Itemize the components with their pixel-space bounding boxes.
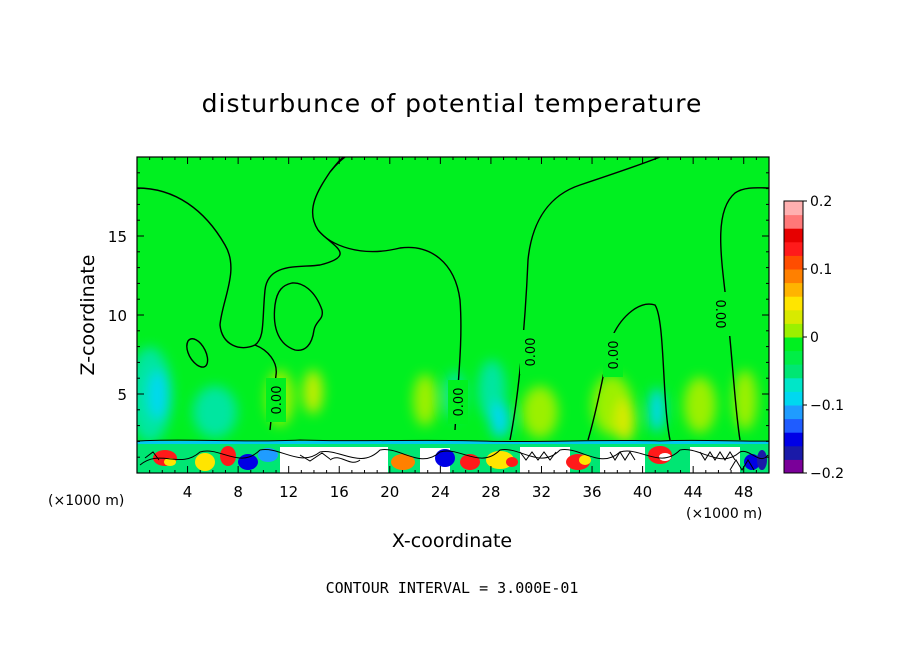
x-tick-label: 40: [633, 483, 652, 501]
contour-labels: 0.00 0.00 0.00 0.00 0.00: [266, 292, 733, 424]
colorbar-swatch: [784, 309, 803, 324]
colorbar-swatch: [784, 418, 803, 433]
x-tick-label: 48: [734, 483, 753, 501]
y-tick-labels: 5 10 15: [108, 228, 127, 404]
x-tick-label: 16: [330, 483, 349, 501]
x-unit-right: (×1000 m): [686, 506, 762, 522]
y-axis-label: Z-coordinate: [77, 255, 99, 376]
x-tick-label: 4: [183, 483, 193, 501]
colorbar-swatch: [784, 228, 803, 243]
colorbar-swatch: [784, 323, 803, 338]
colorbar-swatch: [784, 241, 803, 256]
x-tick-label: 32: [532, 483, 551, 501]
colorbar-swatch: [784, 377, 803, 392]
contour-label-2: 0.00: [452, 388, 467, 417]
y-tick-label: 15: [108, 228, 127, 246]
colorbar-swatch: [784, 269, 803, 284]
colorbar: [784, 201, 803, 474]
colorbar-swatch: [784, 214, 803, 229]
colorbar-tick-label: 0: [810, 330, 819, 346]
colorbar-swatch: [784, 350, 803, 365]
colorbar-swatch: [784, 282, 803, 297]
x-tick-label: 12: [279, 483, 298, 501]
x-axis-label: X-coordinate: [392, 530, 512, 552]
axis-ticks: [137, 157, 769, 473]
plot-area: 0.00 0.00 0.00 0.00 0.00: [137, 157, 769, 473]
colorbar-tick-label: −0.2: [810, 466, 844, 482]
chart-title: disturbunce of potential temperature: [202, 89, 703, 118]
x-tick-label: 44: [684, 483, 703, 501]
y-tick-label: 10: [108, 307, 127, 325]
colorbar-ticks: 0.2 0.1 0 −0.1 −0.2: [803, 194, 844, 482]
x-tick-label: 36: [582, 483, 601, 501]
colorbar-swatch: [784, 337, 803, 352]
colorbar-swatch: [784, 364, 803, 379]
colorbar-swatch: [784, 296, 803, 311]
x-tick-label: 28: [481, 483, 500, 501]
x-tick-label: 20: [380, 483, 399, 501]
contour-label-3: 0.00: [524, 338, 539, 367]
contour-label-5: 0.00: [712, 300, 727, 329]
y-tick-label: 5: [117, 386, 127, 404]
colorbar-swatch: [784, 255, 803, 270]
colorbar-swatch: [784, 391, 803, 406]
colorbar-swatch: [784, 405, 803, 420]
x-unit-left: (×1000 m): [48, 493, 124, 509]
colorbar-swatch: [784, 445, 803, 460]
contour-label-1: 0.00: [270, 386, 285, 415]
surface-layer: [137, 441, 769, 473]
contour-interval-note: CONTOUR INTERVAL = 3.000E-01: [326, 579, 579, 597]
colorbar-swatch: [784, 432, 803, 447]
colorbar-tick-label: 0.2: [810, 194, 832, 210]
contour-label-4: 0.00: [607, 341, 622, 370]
x-tick-label: 24: [431, 483, 450, 501]
colorbar-tick-label: 0.1: [810, 262, 832, 278]
colorbar-swatch: [784, 201, 803, 216]
colorbar-swatch: [784, 459, 803, 474]
colorbar-tick-label: −0.1: [810, 398, 844, 414]
x-tick-label: 8: [233, 483, 243, 501]
x-tick-labels: 4 8 12 16 20 24 28 32 36 40 44 48: [183, 483, 753, 501]
